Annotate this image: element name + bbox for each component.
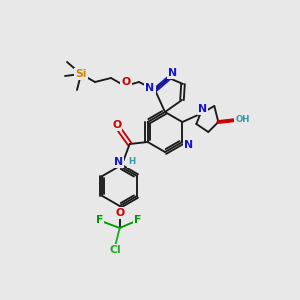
Text: F: F [96,215,103,225]
Text: OH: OH [235,115,250,124]
Text: N: N [168,68,178,78]
Text: N: N [184,140,193,150]
Text: N: N [198,104,207,114]
Text: N: N [114,157,123,167]
Text: H: H [128,158,135,166]
Text: F: F [134,215,141,225]
Text: N: N [146,83,154,93]
Text: O: O [115,208,124,218]
Text: O: O [122,77,130,87]
Text: Cl: Cl [110,245,122,255]
Text: O: O [112,120,121,130]
Text: Si: Si [75,69,87,79]
